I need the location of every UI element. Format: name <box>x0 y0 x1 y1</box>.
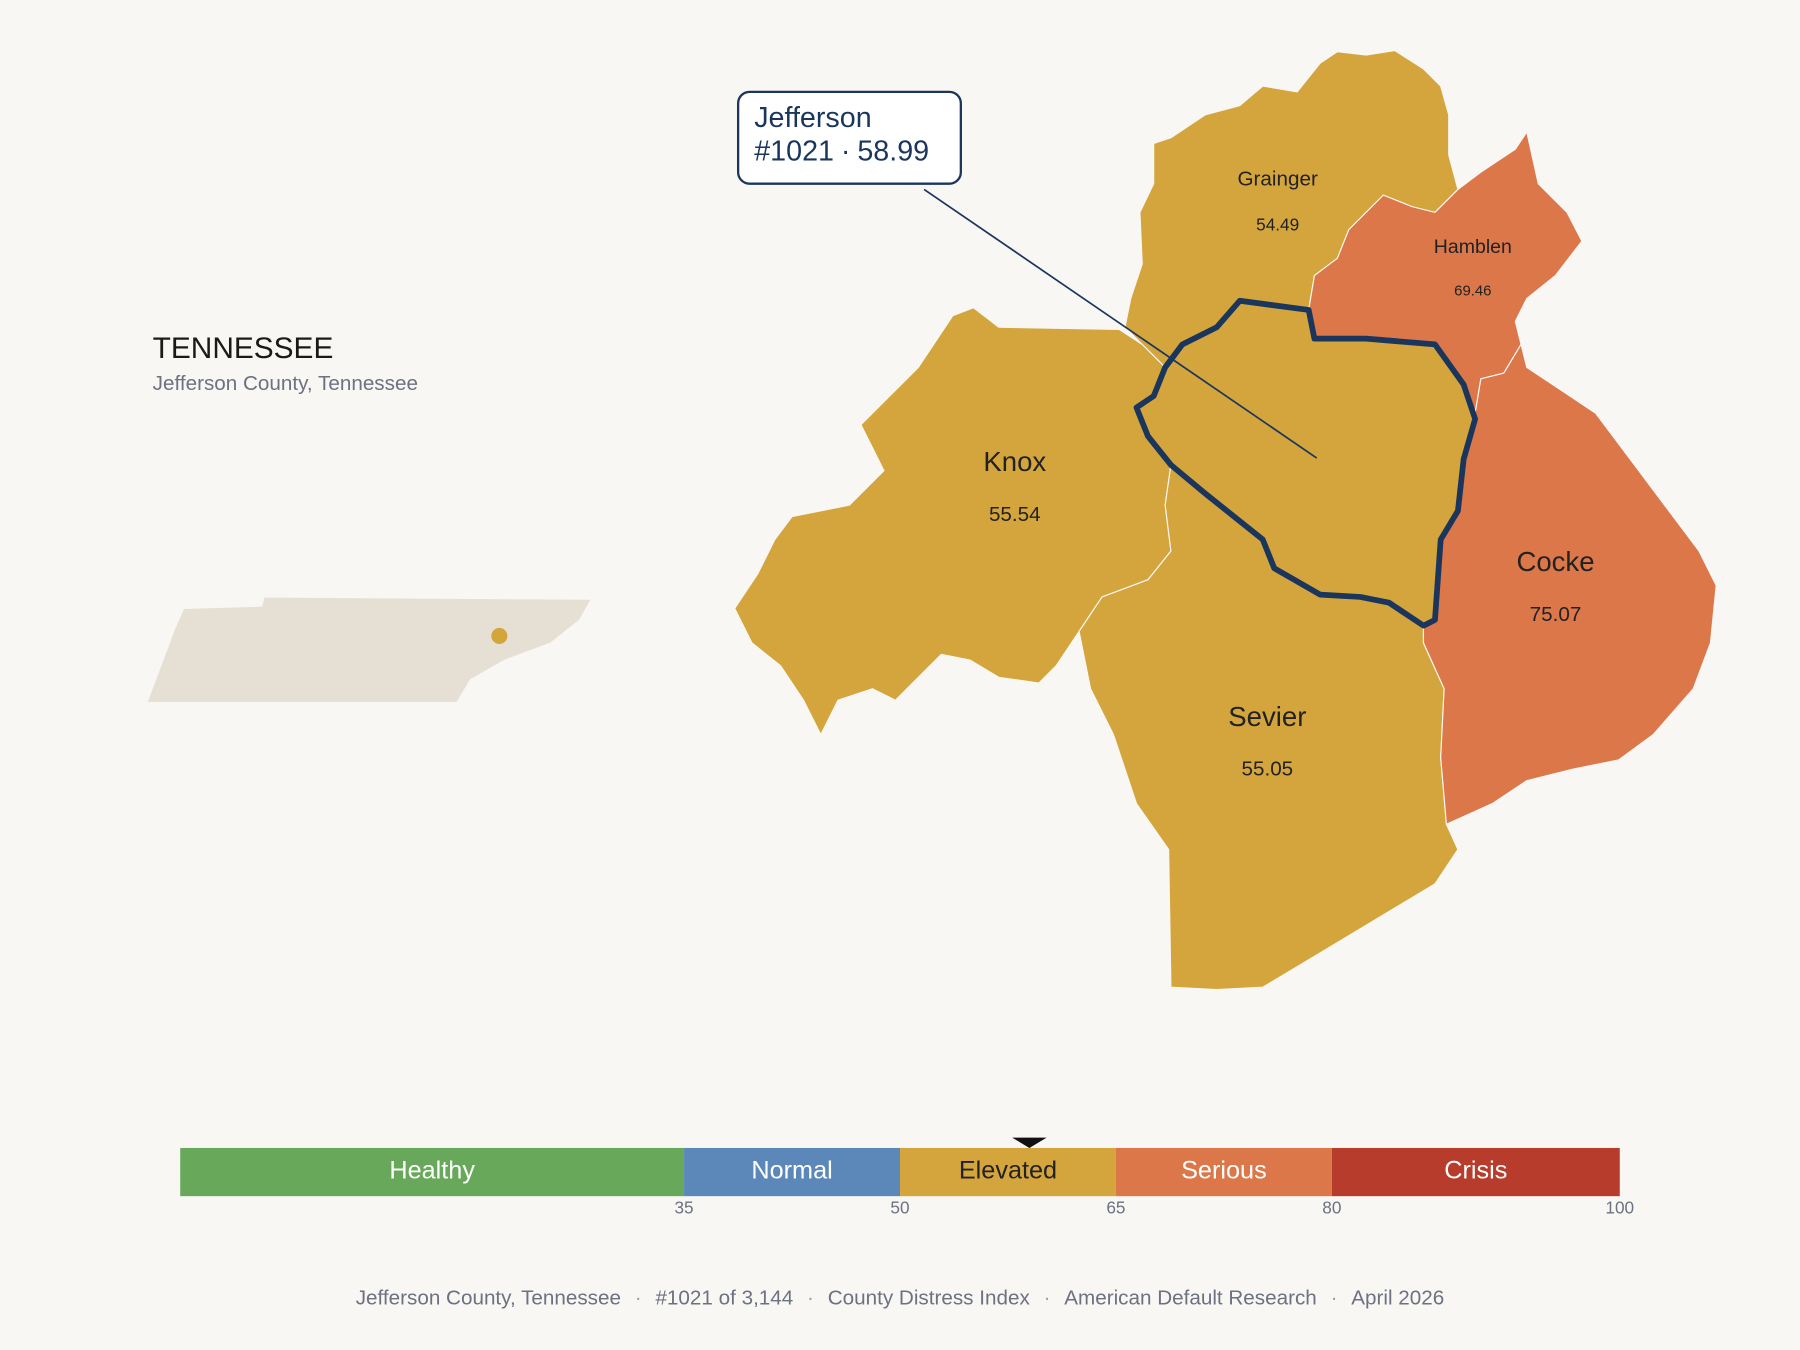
callout-part: #1021 <box>754 135 834 167</box>
scale-band <box>1331 1147 1620 1197</box>
scale-band <box>180 1147 685 1197</box>
scale-tick-label: 65 <box>1106 1197 1125 1217</box>
footer: Jefferson County, Tennessee · #1021 of 3,1… <box>356 1287 1445 1310</box>
footer-separator: · <box>807 1287 814 1310</box>
callout-detail: #1021 · 58.99 <box>754 135 929 167</box>
scale-band-label: Serious <box>1181 1157 1267 1185</box>
scale-tick-label: 35 <box>674 1197 693 1217</box>
state-focus-marker <box>491 627 508 645</box>
callout-part: 58.99 <box>857 135 929 167</box>
scale-band <box>900 1147 1116 1197</box>
scale-marker <box>1012 1137 1047 1148</box>
title: TENNESSEE <box>153 332 334 365</box>
footer-item: County Distress Index <box>828 1287 1031 1310</box>
footer-separator: · <box>1331 1287 1338 1310</box>
footer-item: #1021 of 3,144 <box>655 1287 793 1310</box>
scale-band-label: Healthy <box>389 1157 475 1185</box>
callout-name: Jefferson <box>754 102 871 134</box>
county-name: Knox <box>983 446 1046 477</box>
county-value: 75.07 <box>1530 603 1582 626</box>
footer-separator: · <box>1044 1287 1051 1310</box>
footer-item: Jefferson County, Tennessee <box>356 1287 621 1310</box>
county-name: Sevier <box>1228 701 1306 732</box>
county-name: Grainger <box>1237 168 1317 191</box>
focus-county <box>1133 297 1478 629</box>
callout-box <box>736 90 962 185</box>
scale-band <box>1115 1147 1332 1197</box>
county-value: 55.05 <box>1241 758 1293 781</box>
state-outline <box>146 596 593 704</box>
scale-tick-label: 80 <box>1322 1197 1341 1217</box>
county-name: Hamblen <box>1434 236 1512 258</box>
county-value: 54.49 <box>1256 215 1299 235</box>
scale-tick-label: 100 <box>1605 1197 1634 1217</box>
scale-band-label: Elevated <box>959 1157 1057 1185</box>
callout-leader <box>923 188 1318 459</box>
county-name: Cocke <box>1516 546 1594 577</box>
scale-tick-label: 50 <box>890 1197 909 1217</box>
footer-item: April 2026 <box>1351 1287 1444 1310</box>
callout-part: · <box>841 135 851 167</box>
scale-band <box>684 1147 900 1197</box>
county-value: 55.54 <box>989 503 1041 526</box>
scale-band-label: Crisis <box>1444 1157 1507 1185</box>
county-value: 69.46 <box>1454 283 1491 300</box>
footer-separator: · <box>635 1287 642 1310</box>
scale-band-label: Normal <box>751 1157 832 1185</box>
footer-item: American Default Research <box>1064 1287 1317 1310</box>
subtitle: Jefferson County, Tennessee <box>153 372 418 395</box>
